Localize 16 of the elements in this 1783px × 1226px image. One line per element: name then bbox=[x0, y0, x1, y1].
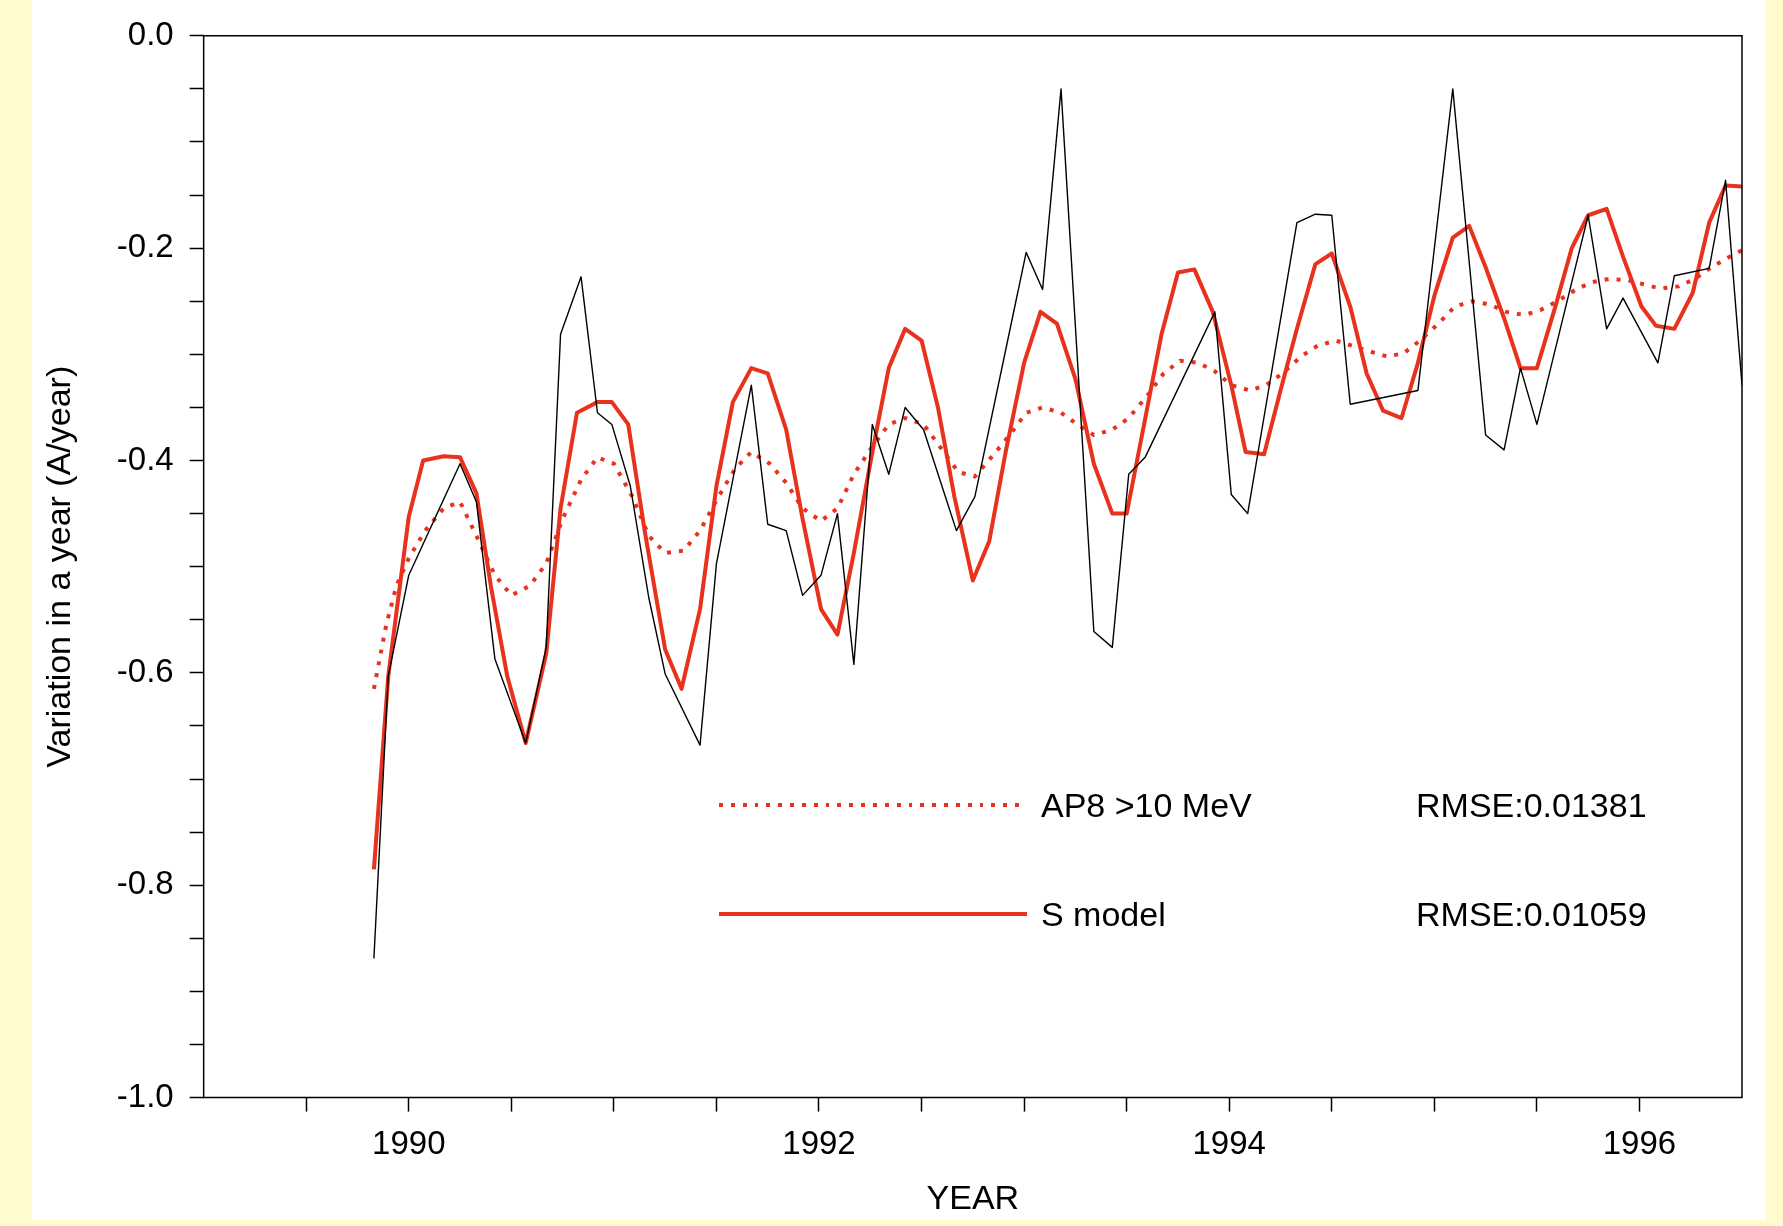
x-tick-label: 1990 bbox=[372, 1124, 446, 1162]
y-tick-label: -1.0 bbox=[116, 1076, 174, 1114]
x-tick-label: 1992 bbox=[782, 1124, 856, 1162]
y-axis-title: Variation in a year (A/year) bbox=[38, 365, 77, 768]
y-tick-label: -0.2 bbox=[116, 227, 174, 265]
y-tick-label: -0.6 bbox=[116, 651, 174, 689]
x-axis-title: YEAR bbox=[926, 1177, 1020, 1216]
x-tick-label: 1996 bbox=[1602, 1124, 1677, 1162]
y-tick-label: -0.4 bbox=[116, 439, 174, 477]
legend-label: AP8 >10 MeV bbox=[1041, 784, 1252, 825]
x-tick-label: 1994 bbox=[1192, 1124, 1266, 1162]
annotation: RMSE:0.01059 bbox=[1416, 893, 1647, 934]
annotation: RMSE:0.01381 bbox=[1416, 784, 1647, 825]
y-tick-label: 0.0 bbox=[127, 14, 174, 52]
y-tick-label: -0.8 bbox=[116, 864, 174, 902]
legend-label: S model bbox=[1041, 893, 1166, 934]
